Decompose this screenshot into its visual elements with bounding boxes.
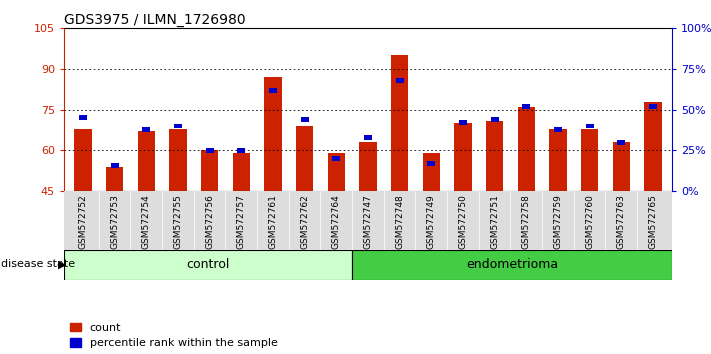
Bar — [586, 124, 594, 129]
Text: GSM572764: GSM572764 — [332, 194, 341, 249]
Text: GSM572760: GSM572760 — [585, 194, 594, 249]
Bar — [174, 124, 182, 129]
Bar — [518, 107, 535, 191]
Text: ▶: ▶ — [58, 259, 67, 269]
Text: GSM572751: GSM572751 — [490, 194, 499, 249]
Bar — [301, 117, 309, 122]
Text: GSM572761: GSM572761 — [269, 194, 277, 249]
Text: GSM572754: GSM572754 — [141, 194, 151, 249]
Bar — [142, 127, 150, 132]
Bar — [459, 120, 467, 125]
Text: GSM572758: GSM572758 — [522, 194, 530, 249]
Text: GSM572752: GSM572752 — [78, 194, 87, 249]
Bar — [486, 121, 503, 191]
Bar — [649, 104, 657, 109]
Bar — [395, 78, 404, 83]
Text: GSM572748: GSM572748 — [395, 194, 404, 249]
Bar — [391, 56, 408, 191]
Bar — [201, 150, 218, 191]
Text: disease state: disease state — [1, 259, 75, 269]
Legend: count, percentile rank within the sample: count, percentile rank within the sample — [70, 322, 277, 348]
Bar — [106, 167, 123, 191]
Bar — [296, 126, 314, 191]
Text: GSM572763: GSM572763 — [616, 194, 626, 249]
Bar — [352, 250, 672, 280]
Bar — [74, 129, 92, 191]
Bar — [644, 102, 662, 191]
Bar — [111, 162, 119, 167]
Text: GSM572757: GSM572757 — [237, 194, 246, 249]
Bar — [264, 77, 282, 191]
Text: GSM572759: GSM572759 — [553, 194, 562, 249]
Bar — [491, 117, 498, 122]
Bar — [422, 153, 440, 191]
Bar — [79, 115, 87, 120]
Bar — [232, 153, 250, 191]
Text: control: control — [186, 258, 230, 271]
Bar — [328, 153, 345, 191]
Bar — [581, 129, 598, 191]
Bar — [613, 142, 630, 191]
Text: GSM572753: GSM572753 — [110, 194, 119, 249]
Bar — [138, 131, 155, 191]
Bar — [205, 148, 213, 153]
Bar — [237, 148, 245, 153]
Bar — [359, 142, 377, 191]
Text: endometrioma: endometrioma — [466, 258, 558, 271]
Bar — [523, 104, 530, 109]
Text: GSM572765: GSM572765 — [648, 194, 658, 249]
Bar — [554, 127, 562, 132]
Bar — [169, 129, 187, 191]
Bar — [269, 88, 277, 93]
Text: GSM572747: GSM572747 — [363, 194, 373, 249]
Bar — [454, 123, 471, 191]
Text: GSM572749: GSM572749 — [427, 194, 436, 249]
Text: GSM572755: GSM572755 — [173, 194, 183, 249]
Bar — [549, 129, 567, 191]
Text: GSM572750: GSM572750 — [459, 194, 467, 249]
Bar — [364, 135, 372, 140]
Text: GSM572756: GSM572756 — [205, 194, 214, 249]
Text: GSM572762: GSM572762 — [300, 194, 309, 249]
Bar — [332, 156, 341, 161]
Bar — [64, 250, 352, 280]
Bar — [427, 161, 435, 166]
Bar — [617, 140, 625, 145]
Text: GDS3975 / ILMN_1726980: GDS3975 / ILMN_1726980 — [64, 13, 245, 27]
